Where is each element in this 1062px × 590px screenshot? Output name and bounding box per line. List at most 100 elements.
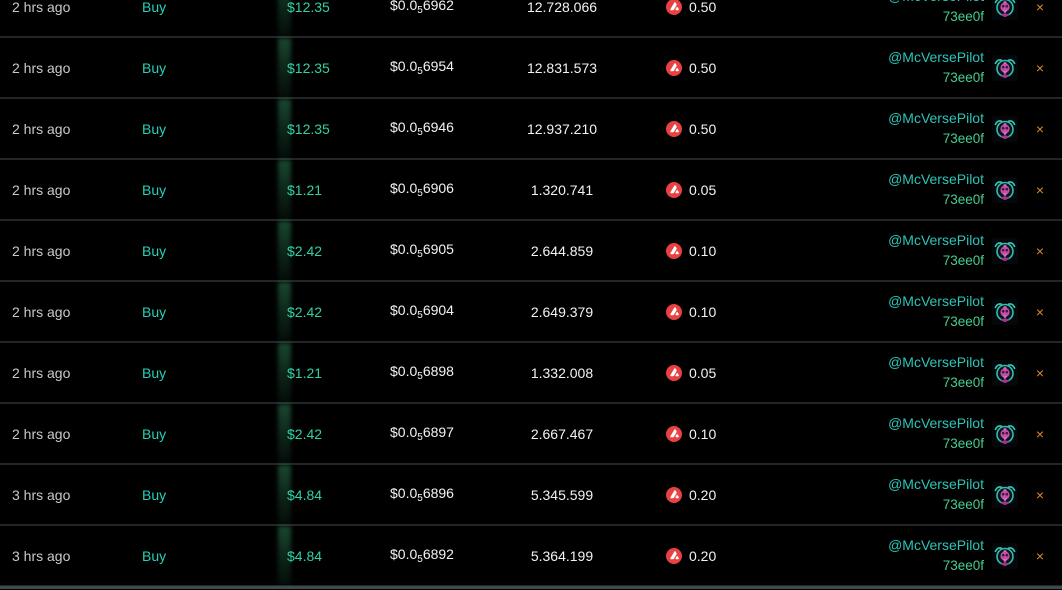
tx-token-amount: 5.345.599: [530, 486, 594, 503]
maker-handle[interactable]: @McVersePilot: [888, 231, 984, 248]
maker-handle[interactable]: @McVersePilot: [888, 48, 984, 65]
tx-type-buy: Buy: [142, 242, 167, 259]
close-icon: ×: [1035, 425, 1045, 442]
avatar-badge-icon: [992, 359, 1018, 386]
maker-address[interactable]: 73ee0f: [942, 8, 984, 24]
tx-token-amount: 12.831.573: [526, 59, 598, 76]
maker-address[interactable]: 73ee0f: [942, 313, 984, 329]
transaction-row[interactable]: 2 hrs ago Buy $12.35 $0.056946 12.937.21…: [0, 99, 1062, 160]
price-digits: 6905: [422, 241, 454, 257]
avalanche-icon: [666, 547, 682, 564]
tx-maker[interactable]: @McVersePilot 73ee0f: [786, 352, 984, 393]
buy-flash-gradient: [278, 526, 291, 585]
tx-avax-amount: 0.50: [666, 59, 786, 76]
maker-address[interactable]: 73ee0f: [942, 496, 984, 512]
tx-usd-value: $2.42: [287, 303, 323, 320]
close-icon: ×: [1035, 364, 1045, 381]
maker-address[interactable]: 73ee0f: [942, 130, 984, 146]
tx-type-buy: Buy: [142, 120, 167, 137]
maker-address[interactable]: 73ee0f: [942, 69, 984, 85]
price-digits: 6896: [422, 485, 454, 501]
tx-maker[interactable]: @McVersePilot 73ee0f: [786, 230, 984, 271]
maker-address[interactable]: 73ee0f: [942, 252, 984, 268]
maker-avatar[interactable]: [992, 298, 1018, 325]
maker-avatar[interactable]: [992, 115, 1018, 142]
maker-avatar[interactable]: [992, 420, 1018, 447]
tx-maker[interactable]: @McVersePilot 73ee0f: [786, 291, 984, 332]
transaction-row[interactable]: 2 hrs ago Buy $12.35 $0.056954 12.831.57…: [0, 38, 1062, 99]
transaction-row[interactable]: 2 hrs ago Buy $2.42 $0.056904 2.649.379 …: [0, 282, 1062, 343]
avalanche-icon: [666, 120, 682, 137]
tx-token-amount: 2.667.467: [530, 425, 594, 442]
maker-address[interactable]: 73ee0f: [942, 191, 984, 207]
buy-flash-gradient: [278, 282, 291, 341]
tx-type-buy: Buy: [142, 0, 167, 15]
maker-avatar[interactable]: [992, 359, 1018, 386]
transaction-row[interactable]: 2 hrs ago Buy $12.35 $0.056962 12.728.06…: [0, 0, 1062, 38]
maker-address[interactable]: 73ee0f: [942, 557, 984, 573]
tx-maker[interactable]: @McVersePilot 73ee0f: [786, 474, 984, 515]
close-icon: ×: [1035, 242, 1045, 259]
tx-token-amount: 2.649.379: [530, 303, 594, 320]
tx-maker[interactable]: @McVersePilot 73ee0f: [786, 0, 984, 27]
price-prefix: $0.0: [390, 485, 418, 501]
maker-address[interactable]: 73ee0f: [942, 435, 984, 451]
tx-usd-value: $1.21: [287, 181, 323, 198]
transaction-row[interactable]: 2 hrs ago Buy $1.21 $0.056906 1.320.741 …: [0, 160, 1062, 221]
horizontal-scrollbar[interactable]: [0, 586, 1062, 589]
tx-avax-amount: 0.05: [666, 181, 786, 198]
price-prefix: $0.0: [390, 180, 418, 196]
remove-transaction-button[interactable]: ×: [1018, 548, 1062, 564]
tx-maker[interactable]: @McVersePilot 73ee0f: [786, 108, 984, 149]
maker-avatar[interactable]: [992, 542, 1018, 569]
remove-transaction-button[interactable]: ×: [1018, 182, 1062, 198]
remove-transaction-button[interactable]: ×: [1018, 304, 1062, 320]
maker-avatar[interactable]: [992, 54, 1018, 81]
remove-transaction-button[interactable]: ×: [1018, 426, 1062, 442]
buy-flash-gradient: [278, 343, 291, 402]
maker-handle[interactable]: @McVersePilot: [888, 414, 984, 431]
maker-handle[interactable]: @McVersePilot: [888, 109, 984, 126]
maker-handle[interactable]: @McVersePilot: [888, 353, 984, 370]
maker-avatar[interactable]: [992, 481, 1018, 508]
maker-avatar[interactable]: [992, 237, 1018, 264]
maker-avatar[interactable]: [992, 176, 1018, 203]
remove-transaction-button[interactable]: ×: [1018, 121, 1062, 137]
tx-maker[interactable]: @McVersePilot 73ee0f: [786, 47, 984, 88]
transaction-row[interactable]: 2 hrs ago Buy $1.21 $0.056898 1.332.008 …: [0, 343, 1062, 404]
remove-transaction-button[interactable]: ×: [1018, 0, 1062, 15]
remove-transaction-button[interactable]: ×: [1018, 243, 1062, 259]
tx-type-buy: Buy: [142, 425, 167, 442]
avatar-badge-icon: [992, 298, 1018, 325]
price-zero-count-subscript: 5: [417, 5, 423, 16]
maker-handle[interactable]: @McVersePilot: [888, 292, 984, 309]
remove-transaction-button[interactable]: ×: [1018, 60, 1062, 76]
tx-avax-amount: 0.05: [666, 364, 786, 381]
tx-token-amount: 12.937.210: [526, 120, 598, 137]
price-zero-count-subscript: 5: [417, 371, 423, 382]
tx-maker[interactable]: @McVersePilot 73ee0f: [786, 169, 984, 210]
avax-value: 0.20: [689, 547, 717, 564]
avatar-badge-icon: [992, 115, 1018, 142]
tx-time: 2 hrs ago: [12, 242, 71, 259]
maker-address[interactable]: 73ee0f: [942, 374, 984, 390]
tx-maker[interactable]: @McVersePilot 73ee0f: [786, 535, 984, 576]
maker-handle[interactable]: @McVersePilot: [888, 536, 984, 553]
transaction-row[interactable]: 2 hrs ago Buy $2.42 $0.056905 2.644.859 …: [0, 221, 1062, 282]
tx-maker[interactable]: @McVersePilot 73ee0f: [786, 413, 984, 454]
maker-handle[interactable]: @McVersePilot: [888, 475, 984, 492]
tx-avax-amount: 0.10: [666, 303, 786, 320]
price-zero-count-subscript: 5: [417, 493, 423, 504]
maker-handle[interactable]: @McVersePilot: [786, 0, 984, 7]
maker-handle[interactable]: @McVersePilot: [888, 170, 984, 187]
transaction-row[interactable]: 3 hrs ago Buy $4.84 $0.056892 5.364.199 …: [0, 526, 1062, 587]
maker-avatar[interactable]: [992, 0, 1018, 20]
remove-transaction-button[interactable]: ×: [1018, 487, 1062, 503]
remove-transaction-button[interactable]: ×: [1018, 365, 1062, 381]
transaction-row[interactable]: 3 hrs ago Buy $4.84 $0.056896 5.345.599 …: [0, 465, 1062, 526]
close-icon: ×: [1035, 59, 1045, 76]
tx-time: 2 hrs ago: [12, 120, 71, 137]
price-prefix: $0.0: [390, 241, 418, 257]
transaction-row[interactable]: 2 hrs ago Buy $2.42 $0.056897 2.667.467 …: [0, 404, 1062, 465]
tx-usd-value: $12.35: [287, 0, 330, 15]
